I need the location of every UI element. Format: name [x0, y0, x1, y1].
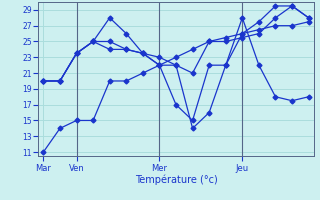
X-axis label: Température (°c): Température (°c)	[135, 174, 217, 185]
